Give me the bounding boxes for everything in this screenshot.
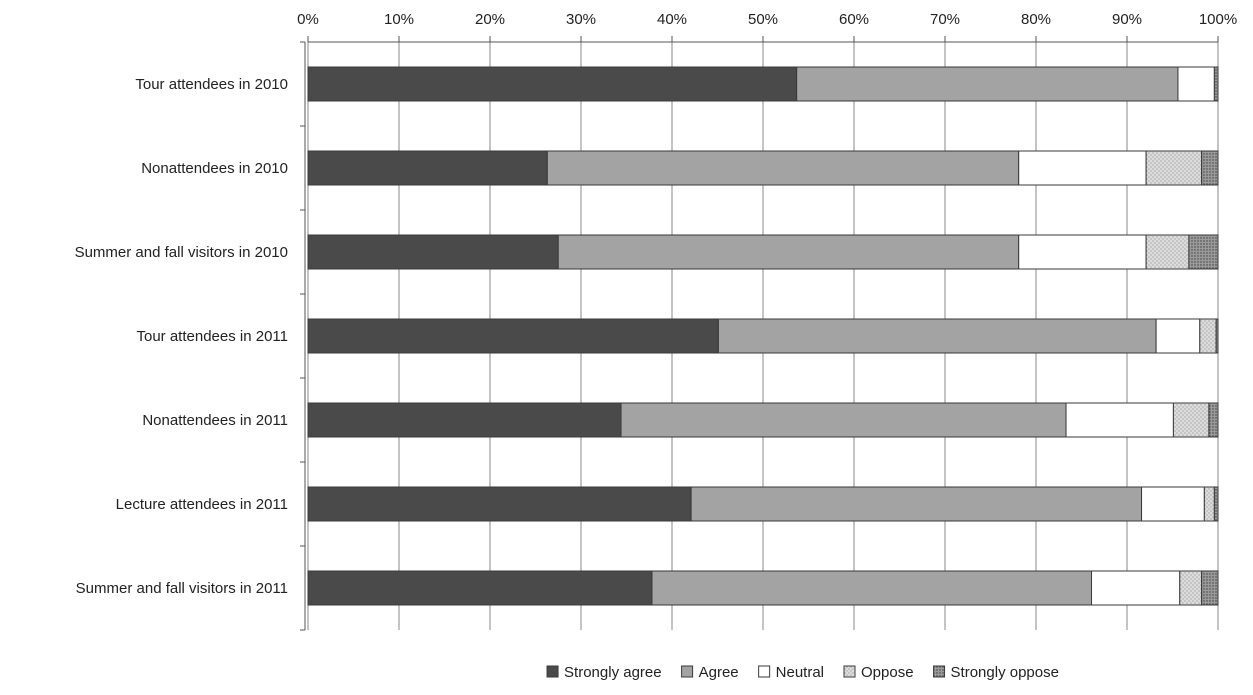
legend-label: Oppose bbox=[861, 664, 914, 681]
bar-segment-strongly-oppose bbox=[1208, 402, 1219, 438]
legend-swatch bbox=[546, 665, 559, 678]
bar-segment-strongly-oppose bbox=[1215, 318, 1219, 354]
category-label: Tour attendees in 2010 bbox=[135, 76, 288, 93]
legend-item: Oppose bbox=[843, 664, 914, 681]
legend-swatch bbox=[681, 665, 694, 678]
legend-label: Neutral bbox=[776, 664, 824, 681]
category-label: Tour attendees in 2011 bbox=[136, 328, 288, 345]
x-tick-label: 20% bbox=[475, 11, 505, 28]
bar-segment-strongly-oppose bbox=[1201, 570, 1219, 606]
category-labels: Tour attendees in 2010 Nonattendees in 20… bbox=[75, 76, 288, 597]
category-label: Summer and fall visitors in 2011 bbox=[76, 580, 288, 597]
x-tick-label: 60% bbox=[839, 11, 869, 28]
legend-item: Strongly agree bbox=[546, 664, 662, 681]
bar-segment-oppose bbox=[1145, 150, 1203, 186]
bar-segment-strongly-agree bbox=[307, 486, 692, 522]
legend-swatch bbox=[758, 665, 771, 678]
bar-segment-strongly-agree bbox=[307, 318, 719, 354]
axes: 0% 10% 20% 30% 40% 50% 60% 70% 80% 90% 100% bbox=[297, 11, 1237, 631]
bar-segment-agree bbox=[557, 234, 1020, 270]
bar-segment-neutral bbox=[1065, 402, 1174, 438]
x-tick-label: 100% bbox=[1199, 11, 1237, 28]
legend-label: Strongly oppose bbox=[951, 664, 1059, 681]
legend-swatch bbox=[843, 665, 856, 678]
bar-segment-oppose bbox=[1179, 570, 1203, 606]
x-tick-label: 70% bbox=[930, 11, 960, 28]
x-tick-label: 50% bbox=[748, 11, 778, 28]
legend-item: Neutral bbox=[758, 664, 824, 681]
bar-segment-neutral bbox=[1018, 234, 1147, 270]
bar-segment-oppose bbox=[1199, 318, 1217, 354]
bar-segment-strongly-agree bbox=[307, 234, 559, 270]
x-tick-label: 90% bbox=[1112, 11, 1142, 28]
bar-segment-oppose bbox=[1145, 234, 1190, 270]
bar-segment-agree bbox=[651, 570, 1093, 606]
x-tick-label: 30% bbox=[566, 11, 596, 28]
bar-segment-strongly-oppose bbox=[1213, 486, 1219, 522]
legend-item: Strongly oppose bbox=[933, 664, 1059, 681]
bar-segment-neutral bbox=[1177, 66, 1215, 102]
x-tick-label: 80% bbox=[1021, 11, 1051, 28]
category-label: Summer and fall visitors in 2010 bbox=[75, 244, 288, 261]
bar-segment-neutral bbox=[1091, 570, 1181, 606]
bar-segment-neutral bbox=[1018, 150, 1147, 186]
category-label: Nonattendees in 2010 bbox=[141, 160, 288, 177]
bar-segment-neutral bbox=[1155, 318, 1201, 354]
bar-segment-agree bbox=[717, 318, 1157, 354]
bar-segment-strongly-agree bbox=[307, 570, 653, 606]
bar-segment-strongly-oppose bbox=[1213, 66, 1219, 102]
category-label: Lecture attendees in 2011 bbox=[116, 496, 288, 513]
legend-swatch bbox=[933, 665, 946, 678]
bar-segment-agree bbox=[796, 66, 1179, 102]
legend: Strongly agree Agree Neutral Oppose Strongly… bbox=[546, 664, 1059, 681]
bar-segment-agree bbox=[546, 150, 1020, 186]
bar-segment-strongly-agree bbox=[307, 402, 622, 438]
legend-item: Agree bbox=[681, 664, 739, 681]
bar-segment-oppose bbox=[1203, 486, 1215, 522]
x-tick-label: 40% bbox=[657, 11, 687, 28]
bar-segment-strongly-agree bbox=[307, 150, 548, 186]
bar-segment-oppose bbox=[1172, 402, 1210, 438]
bar-segment-strongly-agree bbox=[307, 66, 798, 102]
bar-segment-strongly-oppose bbox=[1188, 234, 1219, 270]
bars bbox=[307, 66, 1219, 606]
x-tick-label: 10% bbox=[384, 11, 414, 28]
x-tick-label: 0% bbox=[297, 11, 319, 28]
bar-segment-neutral bbox=[1141, 486, 1205, 522]
legend-label: Agree bbox=[699, 664, 739, 681]
bar-segment-strongly-oppose bbox=[1201, 150, 1219, 186]
category-label: Nonattendees in 2011 bbox=[142, 412, 288, 429]
legend-label: Strongly agree bbox=[564, 664, 662, 681]
bar-segment-agree bbox=[620, 402, 1067, 438]
bar-segment-agree bbox=[690, 486, 1143, 522]
